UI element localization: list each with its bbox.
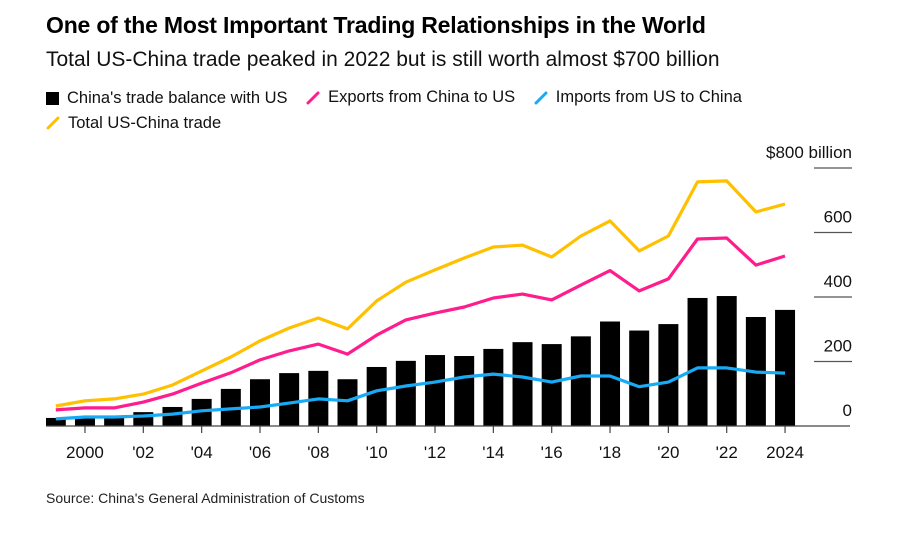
x-tick-label: '16 [541,443,563,462]
x-tick-label: '06 [249,443,271,462]
square-swatch-icon [46,91,59,105]
bars [46,296,796,426]
x-tick-label: '10 [366,443,388,462]
bar-trade-balance [162,406,183,426]
bar-trade-balance [687,297,708,426]
bar-trade-balance [454,356,475,426]
x-axis [46,425,850,433]
bar-trade-balance [74,416,95,426]
legend-item-total: Total US-China trade [46,112,221,135]
bar-trade-balance [775,309,796,426]
bar-trade-balance [716,296,737,426]
bar-trade-balance [191,398,212,426]
bar-trade-balance [541,344,562,426]
bar-trade-balance [104,417,125,426]
y-tick-label: $800 billion [766,143,852,162]
line-swatch-icon [46,116,60,130]
y-tick-label: 600 [824,208,852,227]
bar-trade-balance [279,373,300,426]
legend-label: China's trade balance with US [67,88,288,107]
bar-trade-balance [337,379,358,426]
legend-item-exports: Exports from China to US [306,86,515,109]
y-tick-label: 400 [824,272,852,291]
bar-trade-balance [395,360,416,426]
x-tick-label: '12 [424,443,446,462]
x-tick-label: '08 [307,443,329,462]
x-tick-label: '04 [191,443,213,462]
bar-trade-balance [249,379,270,426]
legend-item-imports: Imports from US to China [534,86,742,109]
bar-trade-balance [629,330,650,426]
x-tick-label: '18 [599,443,621,462]
bar-trade-balance [512,342,533,426]
bar-trade-balance [658,324,679,426]
x-tick-label: '22 [716,443,738,462]
bar-trade-balance [600,321,621,426]
legend: China's trade balance with US Exports fr… [46,86,866,137]
bar-trade-balance [425,355,446,426]
x-tick-label: '02 [132,443,154,462]
legend-item-trade-balance: China's trade balance with US [46,87,288,110]
line-swatch-icon [306,91,320,104]
y-tick-label: 200 [824,337,852,356]
legend-label: Exports from China to US [328,88,516,106]
y-tick-label: 0 [843,401,852,420]
line-total-trade [55,179,786,408]
gridlines [814,167,852,363]
bar-trade-balance [366,366,387,426]
y-axis-labels: 0 200 400 600 $800 billion [766,143,852,420]
legend-label: Imports from US to China [555,88,742,106]
x-tick-label: '20 [657,443,679,462]
chart-title: One of the Most Important Trading Relati… [46,12,706,38]
x-tick-label: 2024 [766,443,804,462]
chart-subtitle: Total US-China trade peaked in 2022 but … [46,48,720,71]
x-tick-label: '14 [482,443,504,462]
source-note: Source: China's General Administration o… [46,490,365,506]
line-swatch-icon [534,91,548,104]
line-imports [55,366,786,421]
legend-label: Total US-China trade [68,113,222,132]
bar-trade-balance [46,417,66,426]
x-tick-label: 2000 [66,443,104,462]
line-exports [55,236,786,412]
series-lines [55,179,786,421]
x-axis-labels: 2000 '02 '04 '06 '08 '10 '12 '14 '16 '18 '20 '22 202… [66,443,804,462]
bar-trade-balance [483,348,504,426]
bar-trade-balance [570,336,591,426]
